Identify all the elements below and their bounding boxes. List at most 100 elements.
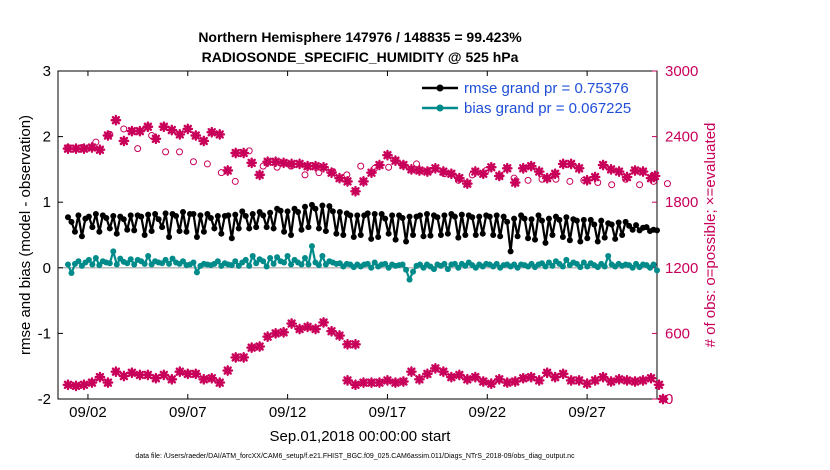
bias-point [399,261,406,268]
rmse-point [242,212,249,219]
rmse-point [322,228,329,235]
obs-evaluated-point [621,171,633,183]
rmse-point [354,212,361,219]
rmse-point [166,233,173,240]
obs-evaluated-point [429,162,441,174]
obs-evaluated-point [310,160,321,172]
obs-evaluated-point [70,143,82,155]
rmse-point [253,224,260,231]
obs-evaluated-point [581,378,593,390]
obs-evaluated-point [613,373,625,385]
rmse-point [403,238,410,245]
bias-point [549,262,556,269]
obs-evaluated-point [421,166,433,177]
obs-evaluated-point [182,368,194,380]
obs-evaluated-point [342,338,353,350]
bias-point [68,270,75,277]
obs-evaluated-point [238,352,250,363]
rmse-point [490,232,497,238]
obs-evaluated-point [142,121,154,133]
rmse-point [629,226,636,233]
rmse-point [326,203,333,210]
bias-point [382,260,389,267]
rmse-point [451,213,458,220]
rmse-point [232,211,239,218]
y-tick-label: 3 [43,63,51,80]
obs-evaluated-point [597,371,609,383]
rmse-point [601,234,608,241]
obs-evaluated-point [326,167,337,179]
rmse-point [103,214,110,221]
bias-point [242,256,249,263]
rmse-point [441,212,448,219]
bias-point [410,268,417,275]
bias-point [315,262,322,269]
obs-evaluated-point [549,371,561,383]
rmse-point [301,203,308,210]
rmse-point [263,224,270,231]
obs-possible-point [608,181,616,189]
bias-point [577,264,584,271]
series-obs-evaluated [62,114,669,405]
rmse-point [350,233,357,240]
rmse-point [643,224,650,231]
obs-evaluated-point [637,166,649,177]
rmse-point [333,230,340,237]
rmse-point [246,225,253,232]
obs-evaluated-point [318,161,329,173]
obs-possible-point [301,171,309,179]
rmse-point [535,212,542,219]
bias-point [169,255,176,262]
bias-point [542,263,549,270]
rmse-point [96,228,103,235]
obs-evaluated-point [366,167,377,179]
y-right-tick-label: 1800 [665,194,698,211]
bias-point [654,267,660,274]
obs-evaluated-point [469,166,481,177]
obs-evaluated-point [358,377,369,388]
bias-point [64,261,71,268]
obs-evaluated-point [134,125,146,137]
obs-evaluated-point [294,323,305,335]
rmse-point [455,234,462,241]
obs-evaluated-point [302,160,313,172]
obs-evaluated-point [398,159,409,171]
obs-evaluated-point [126,125,138,137]
axes-ticks [58,70,657,400]
obs-possible-point [162,148,170,156]
obs-evaluated-point [286,158,298,170]
obs-evaluated-point [645,172,657,184]
legend-bias-marker [436,104,444,112]
legend-bias-label: bias grand pr = 0.067225 [464,100,631,117]
rmse-point [193,233,200,240]
obs-possible-point [259,162,267,170]
rmse-point [511,215,518,222]
obs-evaluated-point [565,158,577,170]
rmse-point [375,233,382,240]
y-tick-label: 0 [43,260,51,277]
bias-point [89,261,96,268]
bias-point [308,243,315,250]
obs-evaluated-point [70,380,82,392]
y-tick-label: 1 [43,194,51,211]
obs-evaluated-point [270,328,282,339]
obs-evaluated-point [517,162,529,174]
obs-evaluated-point [549,168,561,180]
obs-evaluated-point [533,375,545,386]
footnote: data file: /Users/raeder/DAI/ATM_forcXX/… [135,453,575,460]
obs-evaluated-point [437,366,449,378]
bias-point [284,252,291,259]
obs-evaluated-point [390,155,401,167]
rmse-point [357,232,364,238]
rmse-point [211,225,218,232]
obs-possible-point [203,160,211,168]
obs-evaluated-point [342,375,353,386]
rmse-point [284,208,291,215]
obs-evaluated-point [382,375,393,386]
obs-evaluated-point [398,376,409,387]
bias-point [267,254,274,261]
rmse-point [281,228,288,235]
bias-point [193,269,200,276]
rmse-point [371,211,378,218]
obs-evaluated-point [150,372,162,384]
